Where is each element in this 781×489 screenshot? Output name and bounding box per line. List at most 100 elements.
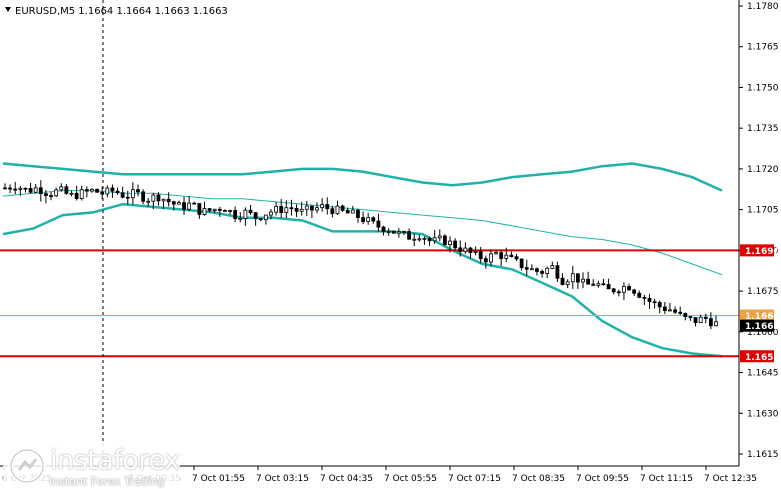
candle <box>289 199 294 216</box>
candle <box>637 290 642 299</box>
candle <box>683 312 688 321</box>
candle <box>652 298 657 309</box>
candle <box>130 182 135 205</box>
candle <box>714 315 718 327</box>
candle <box>668 302 672 312</box>
candle <box>233 206 238 223</box>
candle <box>601 278 606 286</box>
candle <box>350 205 355 214</box>
candle <box>688 316 693 321</box>
candle <box>146 198 151 207</box>
watermark: instaforex Instant Forex Trading <box>3 444 180 489</box>
price-label-text: 1.1690 <box>745 247 780 257</box>
bollinger-bands <box>2 162 723 358</box>
x-tick-label: 7 Oct 07:15 <box>448 474 501 484</box>
candle <box>202 201 207 216</box>
y-tick-label: 1.1780 <box>747 2 779 12</box>
candle <box>28 182 33 194</box>
candle <box>499 249 504 266</box>
candle <box>519 258 524 271</box>
candle <box>340 204 345 212</box>
candle <box>59 183 64 192</box>
candle <box>596 280 601 288</box>
candle <box>386 228 391 236</box>
candle <box>391 231 396 234</box>
candle <box>478 246 483 264</box>
candle <box>427 236 432 246</box>
candle <box>64 184 69 195</box>
candle <box>555 261 560 282</box>
y-tick-label: 1.1630 <box>747 409 779 419</box>
candle <box>611 287 616 295</box>
candle <box>473 246 478 256</box>
candle <box>616 289 621 297</box>
candle <box>294 204 299 218</box>
candle <box>448 236 452 253</box>
candle <box>432 230 437 244</box>
candle <box>412 233 417 247</box>
candle <box>524 259 529 276</box>
price-label-text: 1.1651 <box>745 353 780 363</box>
candle <box>591 279 596 286</box>
candle <box>345 207 350 214</box>
candle <box>560 273 565 286</box>
candle <box>33 183 38 194</box>
candle <box>330 205 335 218</box>
candle <box>642 294 647 305</box>
candle <box>361 211 365 225</box>
candle <box>575 273 580 289</box>
candle <box>678 306 683 315</box>
candle <box>304 200 309 217</box>
candle <box>657 300 662 314</box>
candle <box>54 187 59 198</box>
candle <box>586 271 591 285</box>
candle <box>248 204 253 215</box>
candle <box>299 201 304 216</box>
candle <box>545 266 550 279</box>
candle <box>192 201 197 205</box>
candle <box>274 202 279 216</box>
candle <box>581 272 585 289</box>
candle <box>228 209 232 215</box>
candle <box>371 216 376 224</box>
candle <box>8 184 13 194</box>
candle <box>315 202 319 214</box>
candle <box>570 265 575 289</box>
y-axis: 1.1780 1.1765 1.1750 1.1735 1.1720 1.1705 1.16… <box>739 2 779 460</box>
candle <box>38 180 43 202</box>
watermark-brand: instaforex <box>50 445 180 476</box>
y-tick-label: 1.1735 <box>747 124 779 134</box>
candle <box>356 208 360 223</box>
candle <box>627 283 631 291</box>
candle <box>187 196 192 212</box>
candle <box>156 192 161 206</box>
candle <box>23 187 28 193</box>
y-tick-label: 1.1615 <box>747 450 779 460</box>
y-tick-label: 1.1645 <box>747 369 779 379</box>
candle <box>622 282 626 300</box>
candle <box>529 264 534 271</box>
candle <box>90 188 94 193</box>
candle <box>514 253 519 261</box>
candle <box>253 212 258 226</box>
candle <box>44 190 48 204</box>
candle <box>284 200 289 219</box>
x-tick-label: 7 Oct 04:35 <box>320 474 373 484</box>
price-label: 1.1690 <box>740 244 780 257</box>
candle <box>535 267 539 276</box>
symbol-info: EURUSD,M5 1.1664 1.1664 1.1663 1.1663 <box>15 6 228 17</box>
instaforex-logo-icon <box>9 448 45 484</box>
candle <box>49 192 53 201</box>
candle <box>177 200 181 205</box>
watermark-tagline: Instant Forex Trading <box>49 475 165 488</box>
candle <box>325 197 330 215</box>
candle <box>494 249 498 255</box>
candle <box>422 236 427 245</box>
candle <box>483 255 488 269</box>
candle <box>509 251 514 258</box>
price-label: 1.1651 <box>740 350 780 363</box>
candle <box>258 218 263 222</box>
candle <box>207 208 212 213</box>
candle <box>263 214 268 225</box>
